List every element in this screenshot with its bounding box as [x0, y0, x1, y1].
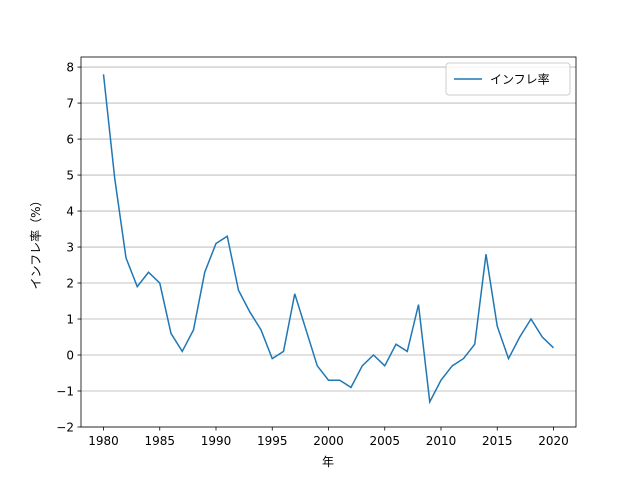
- y-tick-label: −2: [56, 421, 74, 435]
- line: [102, 74, 555, 405]
- y-tick-label: 0: [66, 349, 74, 363]
- y-tick-label: 4: [66, 205, 74, 219]
- y-tick-label: 5: [66, 169, 74, 183]
- legend-box: [445, 62, 571, 96]
- x-tick-label: 1985: [144, 434, 175, 448]
- y-tick-label: 7: [66, 97, 74, 111]
- x-axis-label: 年: [322, 455, 334, 469]
- x-tick-label: 2000: [313, 434, 344, 448]
- y-tick-label: 8: [66, 61, 74, 75]
- y-tick-label: 3: [66, 241, 74, 255]
- x-tick-label: 1995: [257, 434, 288, 448]
- x-tick-label: 2015: [482, 434, 513, 448]
- y-axis-label: インフレ率（%）: [28, 194, 43, 289]
- legend-label: インフレ率: [490, 72, 550, 87]
- y-tick-label: 6: [66, 133, 74, 147]
- x-tick-label: 1990: [201, 434, 232, 448]
- x-tick-label: 2010: [426, 434, 457, 448]
- x-tick-label: 2020: [538, 434, 569, 448]
- y-tick-label: −1: [56, 385, 74, 399]
- plot-frame: [80, 56, 577, 428]
- x-tick-label: 1980: [88, 434, 119, 448]
- y-tick-label: 2: [66, 277, 74, 291]
- x-tick-label: 2005: [369, 434, 400, 448]
- y-tick-label: 1: [66, 313, 74, 327]
